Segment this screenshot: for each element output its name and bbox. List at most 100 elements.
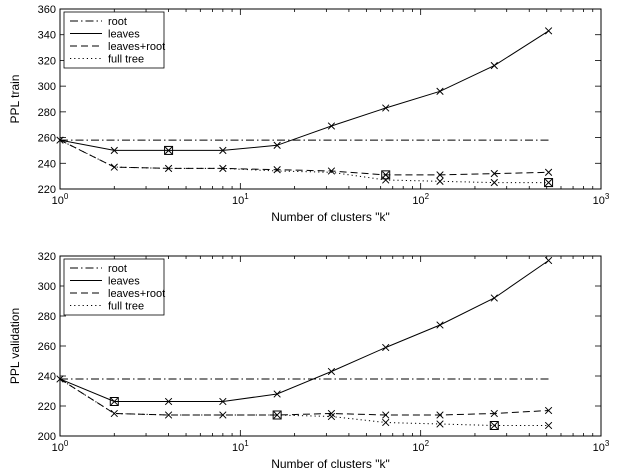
x-tick-label: 100 (52, 192, 69, 207)
data-point-marker (219, 397, 227, 406)
x-tick-base: 10 (593, 195, 605, 207)
x-tick-base: 10 (412, 442, 424, 454)
x-tick-base: 10 (593, 442, 605, 454)
y-tick-label: 300 (38, 81, 56, 93)
y-tick-label: 280 (38, 107, 56, 119)
selected-point-box (544, 178, 554, 188)
y-tick-label: 260 (38, 341, 56, 353)
selected-point-box (381, 170, 391, 180)
y-tick-label: 220 (38, 401, 56, 413)
legend-box (63, 258, 165, 316)
data-point-marker (273, 141, 281, 149)
data-point-marker (490, 421, 498, 430)
legend-label: leaves (108, 29, 140, 41)
data-point-marker (164, 146, 173, 155)
data-point-marker (436, 411, 444, 419)
y-tick-label: 260 (38, 133, 56, 145)
y-tick-label: 360 (38, 4, 56, 16)
data-point-marker (382, 418, 390, 427)
x-axis-label: Number of clusters "k" (271, 457, 390, 471)
x-tick-label: 102 (412, 192, 429, 207)
x-tick-exponent: 0 (64, 439, 69, 448)
data-point-marker (110, 163, 118, 171)
x-tick-label: 102 (412, 439, 429, 454)
data-point-marker (110, 397, 118, 406)
y-tick-label: 240 (38, 371, 56, 383)
x-tick-exponent: 3 (605, 439, 610, 448)
y-tick-label: 320 (38, 251, 56, 263)
data-point-marker (544, 421, 553, 430)
x-tick-exponent: 1 (244, 439, 249, 448)
x-tick-exponent: 3 (605, 192, 610, 201)
legend-label: full tree (108, 301, 144, 313)
data-point-marker (490, 409, 498, 418)
data-point-marker (544, 406, 553, 415)
x-tick-label: 101 (232, 192, 249, 207)
data-point-marker (490, 294, 498, 302)
selected-point-box (164, 145, 174, 155)
chart-panel-2: 100 101 102 103200220240260280300320Number … (8, 251, 610, 471)
legend-label: leaves+root (108, 288, 165, 300)
data-point-marker (327, 409, 336, 418)
y-tick-label: 320 (38, 55, 56, 67)
series-line-leaves (59, 260, 549, 402)
data-point-marker (382, 176, 390, 184)
y-tick-label: 340 (38, 30, 56, 42)
y-tick-label: 280 (38, 311, 56, 323)
data-point-marker (219, 164, 227, 173)
x-tick-base: 10 (52, 442, 64, 454)
data-point-marker (490, 178, 498, 187)
data-point-marker (382, 104, 390, 112)
x-tick-base: 10 (232, 442, 244, 454)
data-point-marker (327, 122, 336, 130)
data-point-marker (110, 146, 118, 155)
plot-frame (59, 8, 602, 190)
selected-point-box (489, 421, 499, 430)
data-point-marker (490, 169, 498, 178)
chart-panel-1: 100 101 102 103220240260280300320340360Numb… (8, 4, 610, 224)
data-point-marker (490, 61, 498, 70)
legend-box (63, 11, 165, 69)
data-point-marker (382, 343, 390, 352)
series-line-leaves-root (59, 139, 549, 176)
y-tick-label: 220 (38, 184, 56, 196)
data-point-marker (327, 412, 336, 421)
data-point-marker (382, 411, 390, 419)
y-tick-label: 240 (38, 158, 56, 170)
x-tick-base: 10 (52, 195, 64, 207)
data-point-marker (273, 166, 281, 174)
data-point-marker (219, 146, 227, 155)
x-tick-base: 10 (412, 195, 424, 207)
data-point-marker (164, 164, 173, 173)
selected-point-box (109, 397, 119, 406)
x-tick-exponent: 2 (425, 192, 430, 201)
data-point-marker (436, 177, 444, 185)
x-tick-exponent: 1 (244, 192, 249, 201)
y-axis-label: PPL validation (8, 308, 22, 384)
data-point-marker (382, 171, 390, 179)
data-point-marker (327, 167, 336, 175)
legend-label: full tree (108, 54, 144, 66)
legend-label: root (108, 16, 127, 28)
data-point-marker (544, 27, 553, 35)
data-point-marker (436, 321, 444, 329)
legend-label: root (108, 263, 127, 275)
x-tick-exponent: 0 (64, 192, 69, 201)
x-tick-label: 100 (52, 439, 69, 454)
data-point-marker (544, 256, 553, 265)
data-point-marker (327, 367, 336, 376)
data-point-marker (436, 420, 444, 428)
x-axis-label: Number of clusters "k" (271, 210, 390, 224)
series-line-full-tree (59, 378, 549, 426)
series-line-full-tree (59, 139, 549, 184)
plot-frame (59, 255, 602, 437)
data-point-marker (436, 87, 444, 95)
data-point-marker (544, 178, 553, 187)
data-point-marker (110, 409, 118, 418)
series-line-leaves-root (59, 378, 549, 416)
y-tick-label: 200 (38, 431, 56, 443)
x-tick-base: 10 (232, 195, 244, 207)
